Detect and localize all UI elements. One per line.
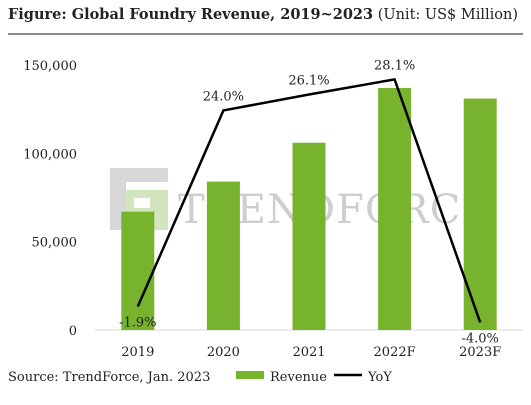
- revenue-bar: [206, 181, 240, 330]
- y-tick-label: 50,000: [32, 236, 78, 251]
- chart-title: Figure: Global Foundry Revenue, 2019~202…: [8, 6, 518, 23]
- source-note: Source: TrendForce, Jan. 2023: [8, 370, 210, 385]
- chart-title-main: Figure: Global Foundry Revenue, 2019~202…: [8, 6, 374, 23]
- yoy-data-label: 28.1%: [374, 58, 415, 73]
- x-tick-label: 2020: [207, 345, 240, 360]
- x-tick-label: 2022F: [374, 345, 416, 360]
- x-tick-label: 2019: [121, 345, 154, 360]
- yoy-data-label: -1.9%: [119, 316, 156, 331]
- yoy-line: [136, 77, 482, 323]
- revenue-bar: [378, 87, 412, 330]
- yoy-data-label: 24.0%: [203, 89, 244, 104]
- x-tick-label: 2023F: [459, 345, 501, 360]
- legend-yoy-label: YoY: [367, 370, 392, 385]
- legend-revenue-swatch: [236, 371, 264, 379]
- y-tick-label: 100,000: [23, 147, 77, 162]
- revenue-bar: [292, 142, 326, 330]
- x-tick-label: 2021: [292, 345, 325, 360]
- yoy-data-label: 26.1%: [288, 74, 329, 89]
- yoy-data-label: -4.0%: [461, 331, 498, 346]
- y-tick-label: 150,000: [23, 59, 77, 74]
- legend-revenue-label: Revenue: [270, 370, 327, 385]
- revenue-bar: [463, 98, 497, 330]
- title-divider: [8, 33, 523, 35]
- y-tick-label: 0: [69, 324, 77, 339]
- revenue-bar: [121, 211, 155, 330]
- chart-title-unit: (Unit: US$ Million): [373, 7, 519, 23]
